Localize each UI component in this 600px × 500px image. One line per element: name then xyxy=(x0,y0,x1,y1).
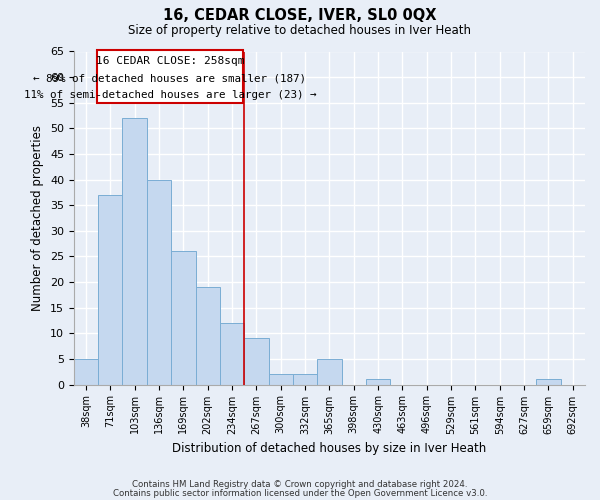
Text: 16 CEDAR CLOSE: 258sqm: 16 CEDAR CLOSE: 258sqm xyxy=(95,56,244,66)
X-axis label: Distribution of detached houses by size in Iver Heath: Distribution of detached houses by size … xyxy=(172,442,487,455)
Text: 16, CEDAR CLOSE, IVER, SL0 0QX: 16, CEDAR CLOSE, IVER, SL0 0QX xyxy=(163,8,437,22)
Text: ← 89% of detached houses are smaller (187): ← 89% of detached houses are smaller (18… xyxy=(34,73,307,83)
Bar xyxy=(122,118,147,384)
Bar xyxy=(244,338,269,384)
Text: Contains HM Land Registry data © Crown copyright and database right 2024.: Contains HM Land Registry data © Crown c… xyxy=(132,480,468,489)
Bar xyxy=(536,380,560,384)
Bar xyxy=(196,287,220,384)
Bar xyxy=(220,323,244,384)
Bar xyxy=(171,252,196,384)
Bar xyxy=(74,359,98,384)
Bar xyxy=(98,195,122,384)
Bar xyxy=(366,380,390,384)
Text: 11% of semi-detached houses are larger (23) →: 11% of semi-detached houses are larger (… xyxy=(23,90,316,100)
Bar xyxy=(293,374,317,384)
Bar xyxy=(317,359,341,384)
Bar xyxy=(147,180,171,384)
Bar xyxy=(269,374,293,384)
Text: Contains public sector information licensed under the Open Government Licence v3: Contains public sector information licen… xyxy=(113,488,487,498)
FancyBboxPatch shape xyxy=(97,50,243,102)
Text: Size of property relative to detached houses in Iver Heath: Size of property relative to detached ho… xyxy=(128,24,472,37)
Y-axis label: Number of detached properties: Number of detached properties xyxy=(31,125,44,311)
